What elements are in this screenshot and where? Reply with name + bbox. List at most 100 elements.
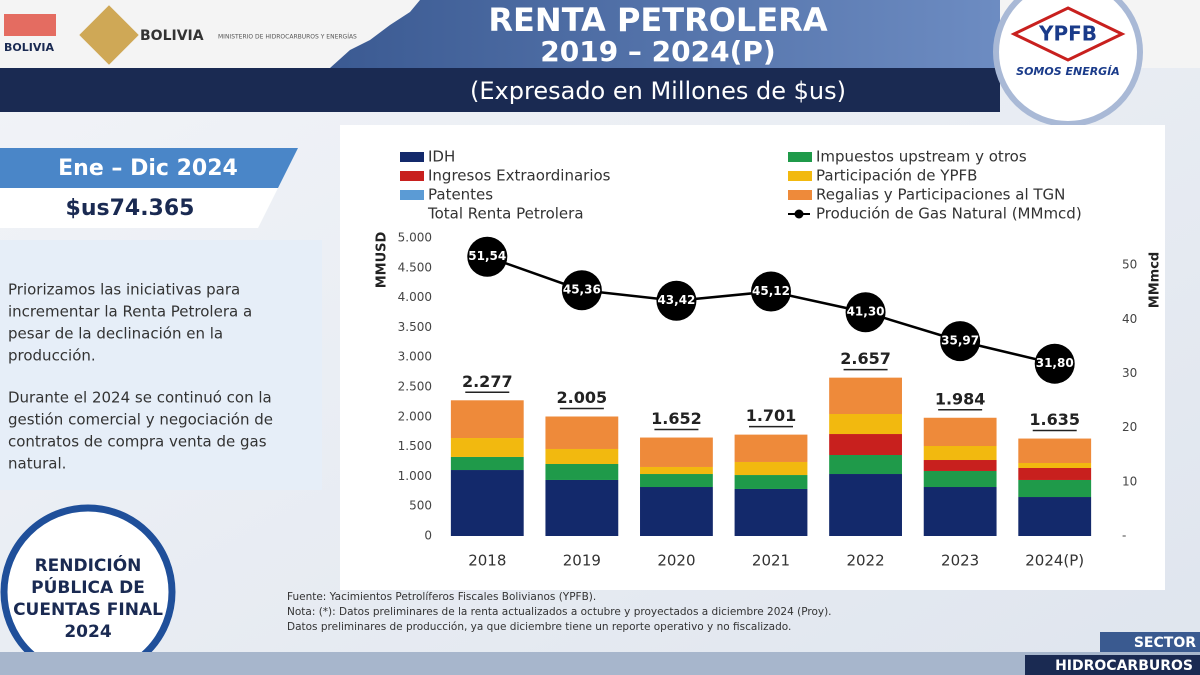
paragraph-line: Priorizamos las iniciativas para xyxy=(8,281,240,299)
sidebar-period: Ene – Dic 2024 xyxy=(58,156,238,181)
legend-dot xyxy=(794,209,804,219)
legend-swatch xyxy=(788,190,812,200)
bar-segment xyxy=(829,377,902,414)
gas-point xyxy=(940,321,981,362)
paragraph-line: pesar de la declinación en la xyxy=(8,325,223,343)
logo-state-text: BOLIVIA xyxy=(140,28,204,44)
legend-swatch xyxy=(788,171,812,181)
bar-segment xyxy=(1018,438,1092,463)
gas-label: 51,54 xyxy=(468,249,506,263)
ypfb-diamond xyxy=(1010,6,1126,62)
chart: 0 500 1.000 1.500 2.000 2.500 3.000 3.500 4.000 4… xyxy=(375,148,1163,570)
paragraph-line: incrementar la Renta Petrolera a xyxy=(8,303,252,321)
bar-segment xyxy=(1018,497,1092,536)
area: HIDROCARBUROS xyxy=(1055,658,1193,674)
y-tick-label: 2.500 xyxy=(398,380,432,394)
gas-point xyxy=(1034,343,1075,384)
bar-segment xyxy=(1018,467,1092,480)
y2-tick-label: - xyxy=(1122,529,1126,543)
gas-label: 43,42 xyxy=(657,293,695,307)
badge-line: 2024 xyxy=(64,622,111,642)
bar-segment xyxy=(734,461,808,476)
logo-bicentenario xyxy=(4,14,56,36)
period-box xyxy=(0,148,298,188)
x-tick-label: 2023 xyxy=(941,552,979,570)
bar-segment xyxy=(923,460,997,471)
bar-segment xyxy=(545,479,619,536)
paragraph-line: contratos de compra venta de gas xyxy=(8,433,267,451)
bar-segment xyxy=(450,470,524,536)
total-label: 1.652 xyxy=(651,409,702,428)
total-label: 1.701 xyxy=(746,406,797,425)
y2-axis-label: MMmcd xyxy=(1148,252,1163,308)
bar-segment xyxy=(545,448,619,465)
y-tick-label: 5.000 xyxy=(398,231,432,245)
logo-ministry: MINISTERIO DE HIDROCARBUROS Y ENERGÍAS xyxy=(218,34,357,41)
note-line: Nota: (*): Datos preliminares de la rent… xyxy=(287,606,832,618)
legend-label: Participación de YPFB xyxy=(816,167,977,185)
title-block xyxy=(330,0,1000,68)
bar-segment xyxy=(829,434,902,456)
title: RENTA PETROLERA xyxy=(488,1,827,39)
bar-segment xyxy=(640,487,713,536)
badge-line: CUENTAS FINAL xyxy=(13,600,163,620)
subtitle: (Expresado en Millones de $us) xyxy=(470,77,846,105)
gas-point xyxy=(561,270,602,311)
y2-tick-label: 50 xyxy=(1122,258,1137,272)
legend-swatch xyxy=(400,171,424,181)
bottom-strip xyxy=(0,652,1200,675)
y-tick-label: 0 xyxy=(424,529,432,543)
legend-label: IDH xyxy=(428,148,455,166)
bar-segment xyxy=(829,474,902,536)
legend-label: Total Renta Petrolera xyxy=(427,205,584,223)
bar-segment xyxy=(923,470,997,488)
gas-label: 45,36 xyxy=(563,283,601,297)
sidebar-amount: $us74.365 xyxy=(66,196,195,221)
x-tick-label: 2019 xyxy=(563,552,601,570)
bar-segment xyxy=(923,417,997,447)
bar-segment xyxy=(829,413,902,435)
gas-label: 45,12 xyxy=(752,284,790,298)
logo-left-text: BOLIVIA xyxy=(4,41,54,54)
bar-segment xyxy=(640,437,713,467)
paragraph-line: natural. xyxy=(8,455,66,473)
area-box xyxy=(1025,655,1200,675)
y2-tick-label: 40 xyxy=(1122,312,1137,326)
x-tick-label: 2022 xyxy=(846,552,884,570)
bar-segment xyxy=(640,466,713,475)
paragraphs: Priorizamos las iniciativas para incremen… xyxy=(8,281,273,473)
bar-segment xyxy=(640,474,713,488)
text-panel xyxy=(0,240,322,490)
gas-label: 35,97 xyxy=(941,334,979,348)
paragraph-line: Durante el 2024 se continuó con la xyxy=(8,389,272,407)
ypfb-logo: YPFB xyxy=(1038,22,1097,46)
total-label: 2.005 xyxy=(557,388,608,407)
bar-segment xyxy=(545,464,619,480)
subtitle-band xyxy=(0,68,1000,112)
bar-segment xyxy=(829,455,902,475)
period: 2019 – 2024(P) xyxy=(540,35,775,68)
bar-segment xyxy=(450,456,524,471)
legend-label: Produción de Gas Natural (MMmcd) xyxy=(816,205,1082,223)
paragraph-line: gestión comercial y negociación de xyxy=(8,411,273,429)
sector: SECTOR xyxy=(1134,635,1196,651)
badge xyxy=(0,504,176,675)
legend-label: Impuestos upstream y otros xyxy=(816,148,1027,166)
bar-segment xyxy=(450,400,524,439)
y2-tick-label: 30 xyxy=(1122,366,1137,380)
sector-box xyxy=(1100,632,1200,652)
gas-label: 31,80 xyxy=(1036,356,1074,370)
gas-point xyxy=(751,271,791,312)
bar-segment xyxy=(1018,479,1092,498)
legend-swatch xyxy=(400,152,424,162)
gas-point xyxy=(656,280,697,321)
gas-label: 41,30 xyxy=(847,305,885,319)
gas-point xyxy=(467,236,508,277)
ypfb-slogan: SOMOS ENERGÍA xyxy=(1016,65,1120,78)
footer-notes: Fuente: Yacimientos Petrolíferos Fiscale… xyxy=(287,591,832,633)
y-axis-label: MMUSD xyxy=(375,232,390,289)
badge-line: RENDICIÓN xyxy=(35,554,142,576)
bar-segment xyxy=(923,446,997,461)
bar-segment xyxy=(450,438,524,457)
